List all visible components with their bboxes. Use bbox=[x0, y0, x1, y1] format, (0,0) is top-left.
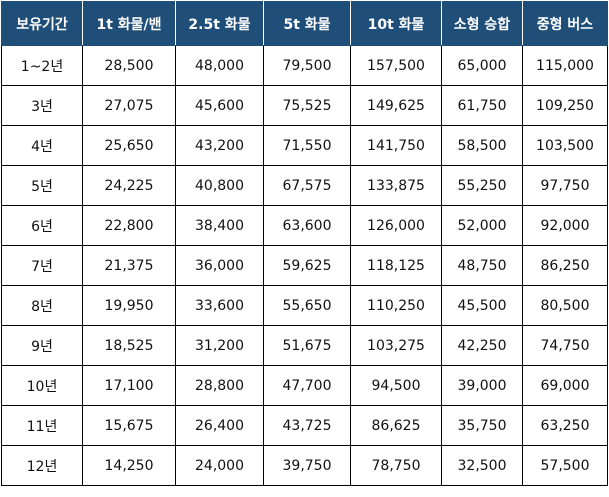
1t-truck-van-cell: 27,075 bbox=[82, 85, 176, 126]
2-5t-truck-cell: 48,000 bbox=[175, 45, 264, 86]
2-5t-truck-cell: 36,000 bbox=[175, 245, 264, 286]
holding-period-cell: 11년 bbox=[1, 405, 83, 446]
10t-truck-cell: 103,275 bbox=[350, 325, 442, 366]
5t-truck-cell: 47,700 bbox=[263, 365, 351, 406]
header-cell-5t-truck: 5t 화물 bbox=[263, 1, 351, 46]
10t-truck-cell: 118,125 bbox=[350, 245, 442, 286]
2-5t-truck-cell: 38,400 bbox=[175, 205, 264, 246]
10t-truck-cell: 141,750 bbox=[350, 125, 442, 166]
5t-truck-cell: 59,625 bbox=[263, 245, 351, 286]
small-van-cell: 48,750 bbox=[441, 245, 523, 286]
10t-truck-cell: 126,000 bbox=[350, 205, 442, 246]
holding-period-cell: 9년 bbox=[1, 325, 83, 366]
1t-truck-van-cell: 21,375 bbox=[82, 245, 176, 286]
header-cell-1t-truck-van: 1t 화물/밴 bbox=[82, 1, 176, 46]
table-row: 10년 17,100 28,800 47,700 94,500 39,000 69,000 bbox=[1, 365, 608, 406]
2-5t-truck-cell: 33,600 bbox=[175, 285, 264, 326]
1t-truck-van-cell: 28,500 bbox=[82, 45, 176, 86]
table-row: 3년 27,075 45,600 75,525 149,625 61,750 109,250 bbox=[1, 85, 608, 126]
1t-truck-van-cell: 24,225 bbox=[82, 165, 176, 206]
header-cell-2-5t-truck: 2.5t 화물 bbox=[175, 1, 264, 46]
table-row: 12년 14,250 24,000 39,750 78,750 32,500 57,500 bbox=[1, 445, 608, 486]
holding-period-cell: 6년 bbox=[1, 205, 83, 246]
holding-period-cell: 10년 bbox=[1, 365, 83, 406]
medium-bus-cell: 115,000 bbox=[522, 45, 608, 86]
10t-truck-cell: 149,625 bbox=[350, 85, 442, 126]
holding-period-cell: 7년 bbox=[1, 245, 83, 286]
holding-period-cell: 4년 bbox=[1, 125, 83, 166]
small-van-cell: 39,000 bbox=[441, 365, 523, 406]
holding-period-cell: 12년 bbox=[1, 445, 83, 486]
small-van-cell: 52,000 bbox=[441, 205, 523, 246]
holding-period-cell: 8년 bbox=[1, 285, 83, 326]
table-body: 1~2년 28,500 48,000 79,500 157,500 65,000 115,0… bbox=[1, 45, 608, 486]
table-container: 보유기간 1t 화물/밴 2.5t 화물 5t 화물 10t 화물 소형 승합 … bbox=[1, 1, 608, 486]
medium-bus-cell: 92,000 bbox=[522, 205, 608, 246]
2-5t-truck-cell: 24,000 bbox=[175, 445, 264, 486]
2-5t-truck-cell: 43,200 bbox=[175, 125, 264, 166]
5t-truck-cell: 79,500 bbox=[263, 45, 351, 86]
holding-period-cell: 1~2년 bbox=[1, 45, 83, 86]
small-van-cell: 45,500 bbox=[441, 285, 523, 326]
5t-truck-cell: 39,750 bbox=[263, 445, 351, 486]
2-5t-truck-cell: 28,800 bbox=[175, 365, 264, 406]
header-cell-10t-truck: 10t 화물 bbox=[350, 1, 442, 46]
1t-truck-van-cell: 25,650 bbox=[82, 125, 176, 166]
5t-truck-cell: 55,650 bbox=[263, 285, 351, 326]
5t-truck-cell: 71,550 bbox=[263, 125, 351, 166]
table-row: 6년 22,800 38,400 63,600 126,000 52,000 92,000 bbox=[1, 205, 608, 246]
holding-period-cell: 5년 bbox=[1, 165, 83, 206]
1t-truck-van-cell: 14,250 bbox=[82, 445, 176, 486]
table-row: 11년 15,675 26,400 43,725 86,625 35,750 63,250 bbox=[1, 405, 608, 446]
2-5t-truck-cell: 45,600 bbox=[175, 85, 264, 126]
table-row: 5년 24,225 40,800 67,575 133,875 55,250 97,750 bbox=[1, 165, 608, 206]
5t-truck-cell: 75,525 bbox=[263, 85, 351, 126]
holding-period-cell: 3년 bbox=[1, 85, 83, 126]
medium-bus-cell: 109,250 bbox=[522, 85, 608, 126]
medium-bus-cell: 63,250 bbox=[522, 405, 608, 446]
header-cell-holding-period: 보유기간 bbox=[1, 1, 83, 46]
small-van-cell: 55,250 bbox=[441, 165, 523, 206]
tax-rate-table: 보유기간 1t 화물/밴 2.5t 화물 5t 화물 10t 화물 소형 승합 … bbox=[1, 1, 608, 486]
2-5t-truck-cell: 31,200 bbox=[175, 325, 264, 366]
1t-truck-van-cell: 19,950 bbox=[82, 285, 176, 326]
medium-bus-cell: 97,750 bbox=[522, 165, 608, 206]
header-cell-medium-bus: 중형 버스 bbox=[522, 1, 608, 46]
10t-truck-cell: 78,750 bbox=[350, 445, 442, 486]
1t-truck-van-cell: 17,100 bbox=[82, 365, 176, 406]
5t-truck-cell: 67,575 bbox=[263, 165, 351, 206]
10t-truck-cell: 133,875 bbox=[350, 165, 442, 206]
small-van-cell: 35,750 bbox=[441, 405, 523, 446]
small-van-cell: 42,250 bbox=[441, 325, 523, 366]
10t-truck-cell: 86,625 bbox=[350, 405, 442, 446]
5t-truck-cell: 51,675 bbox=[263, 325, 351, 366]
medium-bus-cell: 86,250 bbox=[522, 245, 608, 286]
10t-truck-cell: 110,250 bbox=[350, 285, 442, 326]
table-row: 7년 21,375 36,000 59,625 118,125 48,750 86,250 bbox=[1, 245, 608, 286]
1t-truck-van-cell: 15,675 bbox=[82, 405, 176, 446]
small-van-cell: 65,000 bbox=[441, 45, 523, 86]
medium-bus-cell: 103,500 bbox=[522, 125, 608, 166]
2-5t-truck-cell: 26,400 bbox=[175, 405, 264, 446]
small-van-cell: 61,750 bbox=[441, 85, 523, 126]
table-row: 8년 19,950 33,600 55,650 110,250 45,500 80,500 bbox=[1, 285, 608, 326]
1t-truck-van-cell: 18,525 bbox=[82, 325, 176, 366]
table-row: 4년 25,650 43,200 71,550 141,750 58,500 103,500 bbox=[1, 125, 608, 166]
header-cell-small-van: 소형 승합 bbox=[441, 1, 523, 46]
table-row: 1~2년 28,500 48,000 79,500 157,500 65,000 115,0… bbox=[1, 45, 608, 86]
5t-truck-cell: 63,600 bbox=[263, 205, 351, 246]
medium-bus-cell: 57,500 bbox=[522, 445, 608, 486]
1t-truck-van-cell: 22,800 bbox=[82, 205, 176, 246]
10t-truck-cell: 157,500 bbox=[350, 45, 442, 86]
10t-truck-cell: 94,500 bbox=[350, 365, 442, 406]
medium-bus-cell: 69,000 bbox=[522, 365, 608, 406]
small-van-cell: 32,500 bbox=[441, 445, 523, 486]
table-header-row: 보유기간 1t 화물/밴 2.5t 화물 5t 화물 10t 화물 소형 승합 … bbox=[1, 1, 608, 46]
2-5t-truck-cell: 40,800 bbox=[175, 165, 264, 206]
5t-truck-cell: 43,725 bbox=[263, 405, 351, 446]
small-van-cell: 58,500 bbox=[441, 125, 523, 166]
medium-bus-cell: 74,750 bbox=[522, 325, 608, 366]
medium-bus-cell: 80,500 bbox=[522, 285, 608, 326]
table-row: 9년 18,525 31,200 51,675 103,275 42,250 74,750 bbox=[1, 325, 608, 366]
